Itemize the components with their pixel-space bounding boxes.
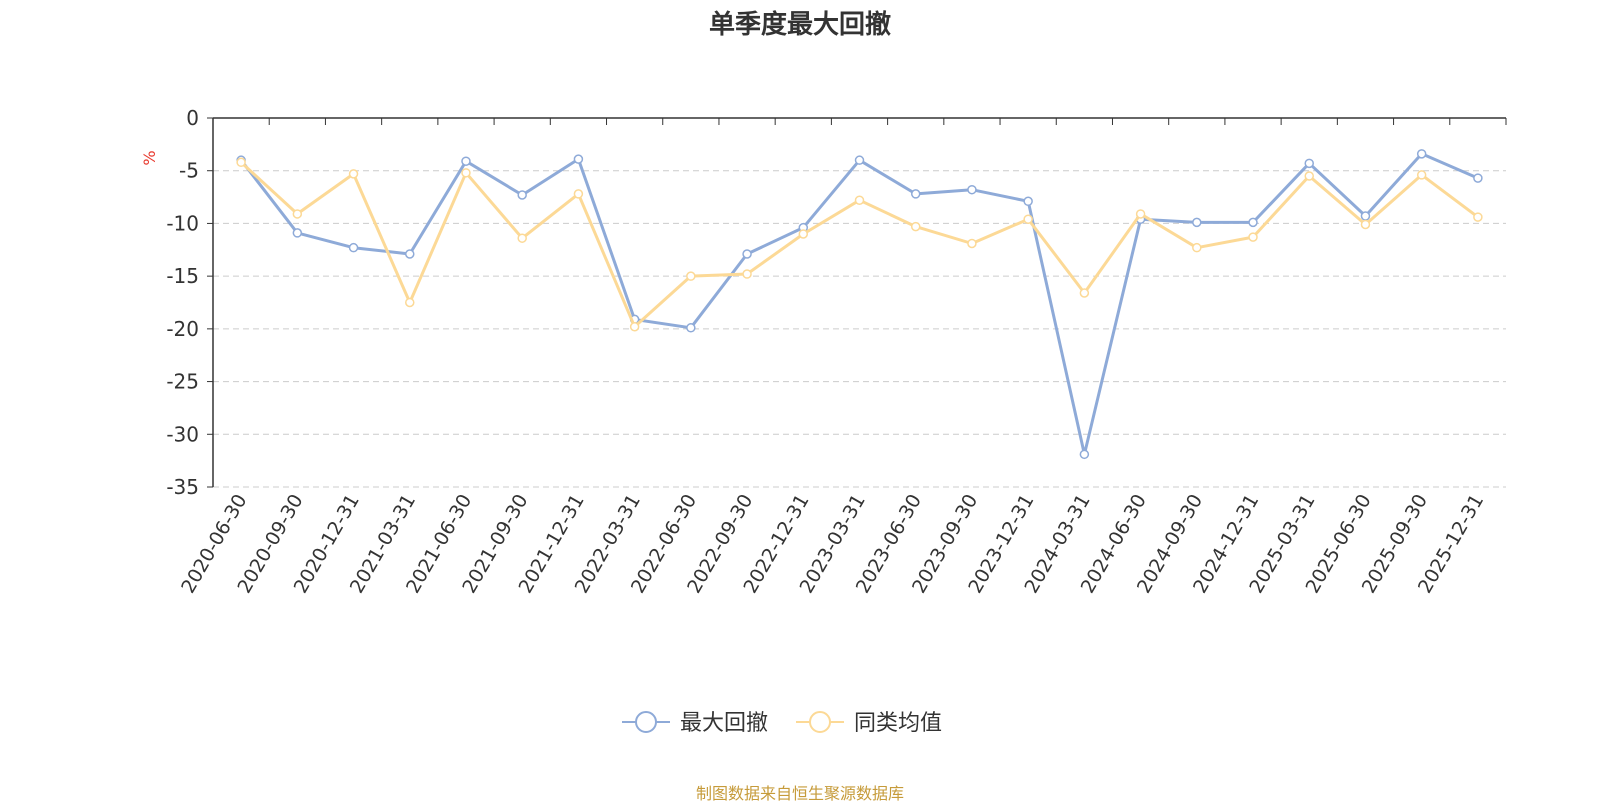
series-2-point[interactable] [910,221,921,232]
series-1-point[interactable] [1023,196,1033,207]
series-1-point[interactable] [1192,217,1202,228]
y-axis-unit: % [140,150,159,165]
series-2-point[interactable] [854,195,865,205]
series-2-point[interactable] [1192,242,1202,253]
series-1-point[interactable] [517,190,527,200]
y-tick-label: -20 [166,317,199,341]
series-1-point[interactable] [1248,217,1258,228]
legend-marker-2[interactable] [809,711,831,733]
legend[interactable]: 最大回撤 同类均值 [622,711,942,736]
legend-label-1[interactable]: 最大回撤 [680,711,768,736]
series-1-point[interactable] [742,249,752,259]
y-tick-label: -30 [166,422,199,446]
series-2-point[interactable] [1304,171,1314,181]
y-tick-label: -35 [166,475,199,499]
series-1-point[interactable] [405,249,415,259]
source-note: 制图数据来自恒生聚源数据库 [695,784,904,803]
grid-lines [213,170,1506,488]
series-2-point[interactable] [686,271,696,281]
series-1-point[interactable] [461,156,471,166]
series-2-point[interactable] [629,321,640,332]
y-tick-label: -15 [166,264,199,288]
series-2-point[interactable] [1248,232,1258,242]
series-2-point[interactable] [1135,209,1146,219]
series-1-point[interactable] [1304,158,1314,169]
series-2-point[interactable] [1360,219,1371,230]
series-2-point[interactable] [742,269,752,279]
y-tick-label: -25 [166,370,199,394]
series-2-point[interactable] [461,168,471,178]
series-2-point[interactable] [348,169,359,179]
y-tick-label: -10 [166,211,199,235]
series-2-point[interactable] [1473,212,1483,222]
y-tick-label: 0 [186,106,199,130]
legend-label-2[interactable]: 同类均值 [854,711,942,736]
series-1-point[interactable] [1416,149,1427,159]
series-2-point[interactable] [573,189,584,199]
series-1-point[interactable] [348,242,359,253]
series-1-point[interactable] [573,154,584,164]
series-group [236,149,1483,460]
series-1-point[interactable] [686,323,696,333]
legend-marker-1[interactable] [635,711,657,733]
series-1-point[interactable] [910,189,921,199]
series-1-point[interactable] [1473,173,1483,183]
series-2-point[interactable] [405,297,415,308]
series-1-point[interactable] [1360,211,1371,221]
series-2-point[interactable] [517,233,527,243]
series-2-point[interactable] [1023,214,1033,224]
series-2-point[interactable] [1079,288,1090,298]
series-2-point[interactable] [967,238,977,249]
series-1-point[interactable] [967,184,977,195]
series-1-point[interactable] [292,228,303,238]
y-tick-label: -5 [179,159,199,183]
series-1-point[interactable] [1079,449,1090,460]
series-line-2 [239,160,1480,329]
series-2-point[interactable] [292,209,303,219]
series-1-point[interactable] [854,155,865,165]
series-2-point[interactable] [798,229,809,239]
series-2-point[interactable] [1416,170,1427,180]
chart-title: 单季度最大回撤 [708,10,891,40]
series-2-point[interactable] [236,157,246,168]
